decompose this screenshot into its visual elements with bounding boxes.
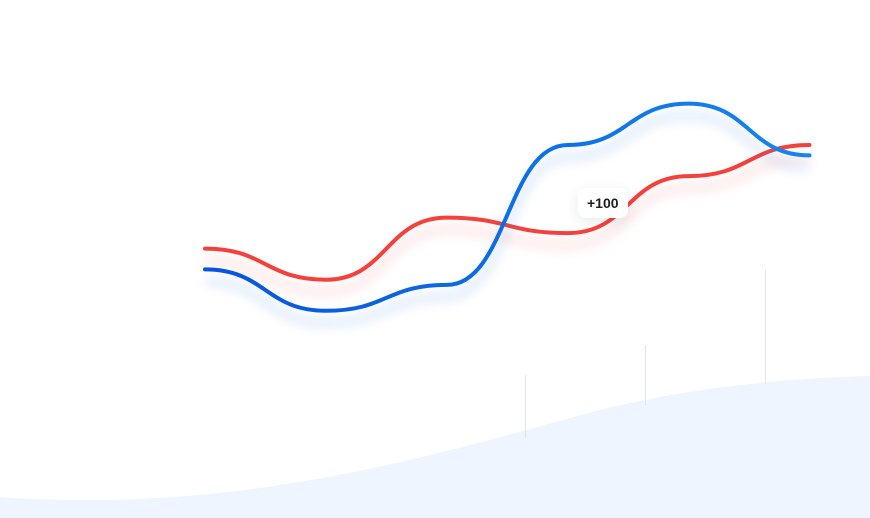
series-line-shadow xyxy=(204,112,810,326)
series-line-shadow xyxy=(204,154,810,295)
background-area xyxy=(0,376,870,518)
series-line-blue xyxy=(203,101,812,313)
value-tooltip: +100 xyxy=(578,188,628,218)
